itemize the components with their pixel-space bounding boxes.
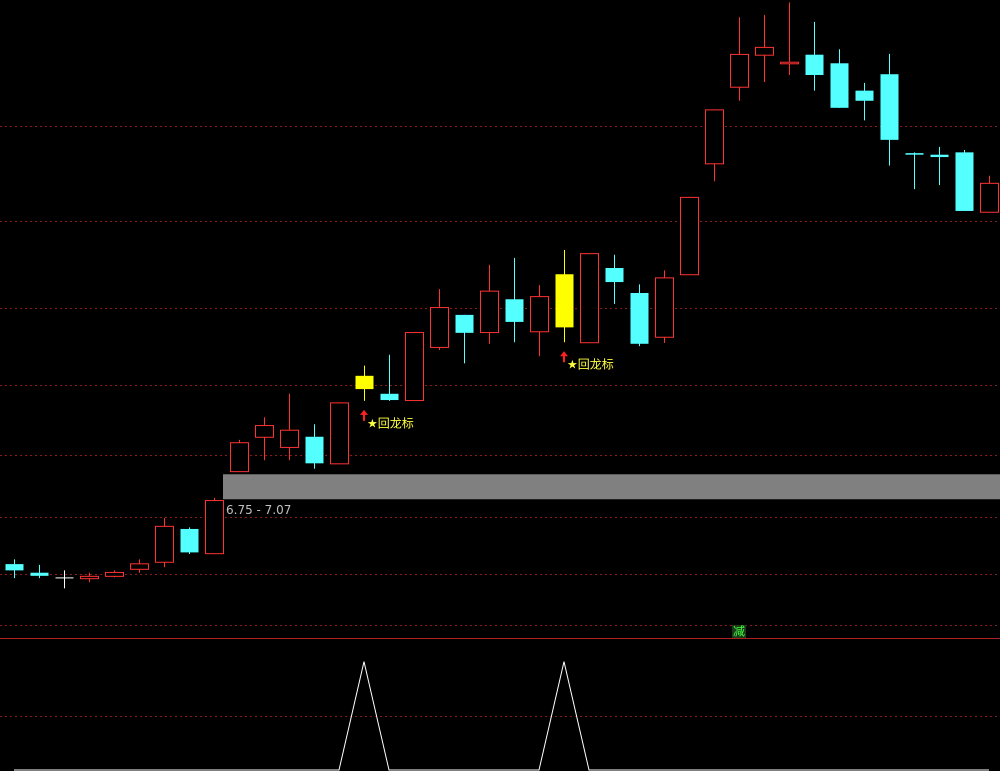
candle-body (5, 564, 24, 571)
candle-body (780, 61, 799, 65)
marker-bg (732, 625, 746, 638)
candle-body (280, 429, 299, 448)
candle-body (805, 54, 824, 76)
candle-body (405, 332, 424, 402)
candle-body (205, 500, 224, 555)
candle-body (555, 274, 574, 328)
indicator-line (14, 661, 989, 771)
candle-body (355, 375, 374, 390)
candle-body (505, 299, 524, 322)
candle-body (155, 525, 174, 563)
candle-body (230, 442, 249, 473)
candle-body (255, 425, 274, 438)
price-zone-label: 6.75 - 7.07 (226, 503, 291, 517)
candle-body (480, 290, 499, 334)
candle-body (655, 277, 674, 338)
candle-body (980, 182, 999, 213)
marker-label: 减 (733, 625, 745, 639)
candle-body (630, 292, 649, 344)
candle-body (330, 402, 349, 465)
candle-body (905, 153, 924, 155)
candle-body (130, 563, 149, 570)
candle-body (730, 53, 749, 88)
candle-body (755, 46, 774, 56)
candle-body (855, 90, 874, 101)
candle-body (430, 307, 449, 348)
candle-body (105, 571, 124, 577)
candle-body (180, 528, 199, 553)
candle-body (55, 577, 74, 579)
price-zone (223, 474, 1000, 500)
candle-body (305, 436, 324, 464)
candle-body (80, 575, 99, 580)
candle-body (580, 253, 599, 344)
candle-body (30, 572, 49, 576)
candle-body (455, 314, 474, 333)
signal-arrow (560, 351, 568, 363)
candle-body (705, 109, 724, 165)
candle-body (380, 393, 399, 401)
candle-body (830, 63, 849, 108)
candle-body (955, 152, 974, 211)
candle-body (530, 296, 549, 333)
candle-body (880, 74, 899, 140)
candle-body (605, 267, 624, 283)
candle-body (930, 154, 949, 158)
signal-label: ★回龙标 (367, 416, 414, 430)
candle-body (680, 196, 699, 276)
signal-label: ★回龙标 (567, 358, 614, 372)
signal-arrow (360, 409, 368, 421)
